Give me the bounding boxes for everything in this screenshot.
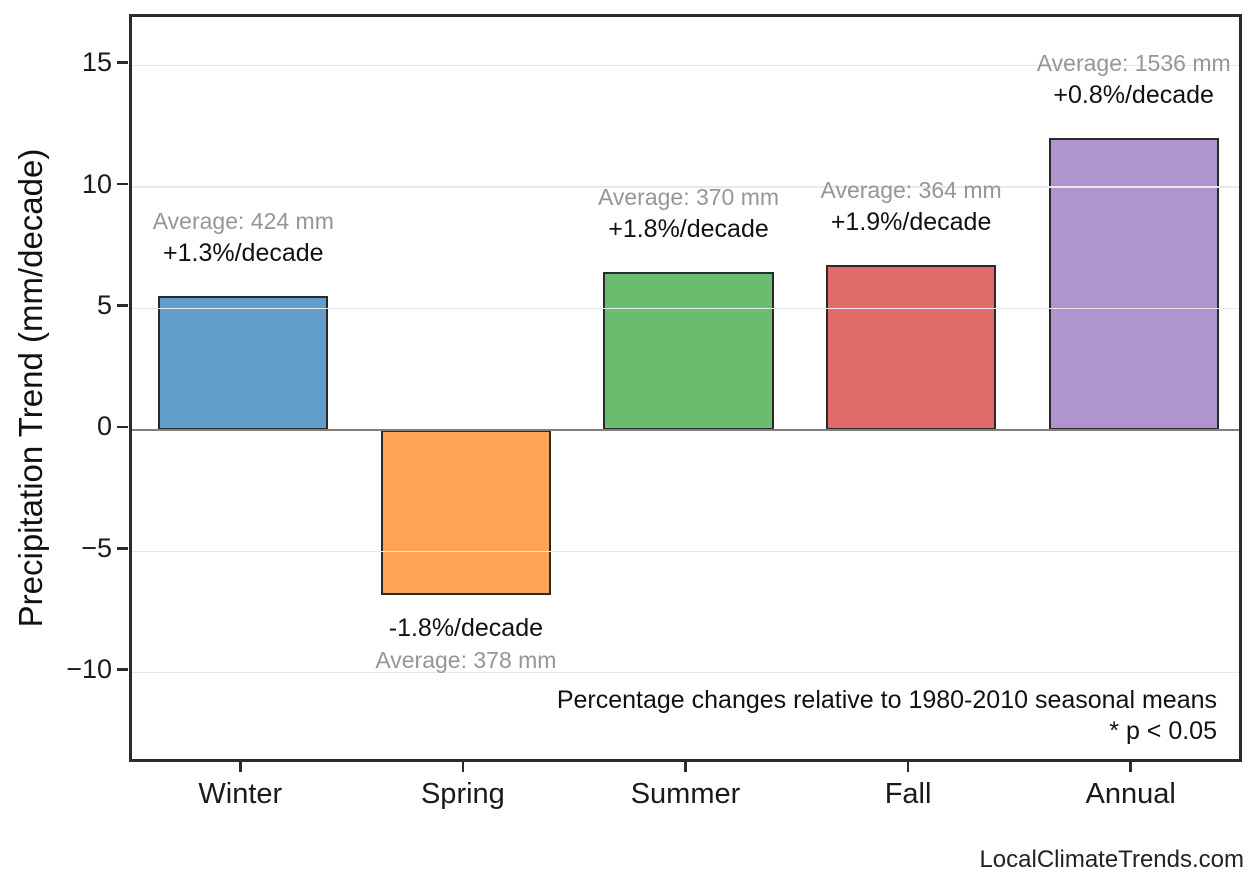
y-tick-label: 10 bbox=[81, 168, 112, 199]
x-tick-label-spring: Spring bbox=[420, 778, 505, 810]
average-label: Average: 1536 mm bbox=[1036, 50, 1231, 77]
x-tick-mark bbox=[906, 762, 910, 772]
y-tick-label: −10 bbox=[66, 654, 112, 685]
x-tick-label-summer: Summer bbox=[630, 778, 741, 810]
bar-spring[interactable] bbox=[380, 429, 551, 595]
y-tick-mark bbox=[117, 425, 128, 429]
x-tick-mark bbox=[461, 762, 465, 772]
note-line-2: * p < 0.05 bbox=[1109, 717, 1217, 745]
annotation-summer: Average: 370 mm +1.8%/decade bbox=[509, 182, 869, 246]
gridline bbox=[132, 186, 1239, 188]
trend-label: +1.3%/decade bbox=[163, 239, 324, 268]
watermark: LocalClimateTrends.com bbox=[979, 846, 1244, 873]
x-tick-mark bbox=[1129, 762, 1132, 772]
x-tick-label-annual: Annual bbox=[1085, 778, 1176, 810]
zero-line bbox=[132, 428, 1239, 432]
annotation-spring: -1.8%/decade Average: 378 mm bbox=[286, 611, 646, 675]
gridline bbox=[132, 671, 1239, 674]
y-tick-mark bbox=[117, 61, 128, 64]
annotation-winter: Average: 424 mm +1.3%/decade bbox=[63, 206, 423, 270]
y-tick-mark bbox=[117, 304, 128, 307]
gridline bbox=[132, 307, 1239, 310]
y-tick-mark bbox=[117, 547, 128, 550]
plot-area: Average: 424 mm +1.3%/decade -1.8%/decade A… bbox=[129, 14, 1242, 762]
average-label: Average: 364 mm bbox=[820, 176, 1002, 203]
x-tick-label-winter: Winter bbox=[198, 778, 283, 810]
y-tick-label: −5 bbox=[81, 532, 112, 563]
y-tick-mark bbox=[117, 668, 128, 671]
trend-label: -1.8%/decade bbox=[388, 614, 544, 642]
y-tick-label: 15 bbox=[81, 47, 112, 78]
trend-label: +1.8%/decade bbox=[608, 215, 769, 243]
bar-winter[interactable] bbox=[158, 296, 329, 430]
annotation-fall: Average: 364 mm +1.9%/decade bbox=[731, 175, 1091, 239]
trend-label: +0.8%/decade bbox=[1053, 81, 1214, 110]
y-tick-label: 0 bbox=[96, 411, 112, 442]
note-line-1: Percentage changes relative to 1980-2010… bbox=[556, 686, 1217, 714]
average-label: Average: 370 mm bbox=[597, 184, 780, 210]
x-tick-label-fall: Fall bbox=[884, 778, 932, 810]
y-tick-mark bbox=[117, 182, 128, 186]
trend-label: +1.9%/decade bbox=[830, 207, 992, 236]
bar-summer[interactable] bbox=[603, 272, 774, 430]
annotation-annual: Average: 1536 mm +0.8%/decade bbox=[954, 48, 1258, 112]
y-tick-label: 5 bbox=[96, 289, 112, 320]
average-label: Average: 424 mm bbox=[152, 208, 334, 235]
x-tick-mark bbox=[239, 762, 242, 772]
x-tick-mark bbox=[684, 762, 687, 772]
gridline bbox=[132, 64, 1239, 67]
bar-fall[interactable] bbox=[826, 264, 997, 430]
plot-note: Percentage changes relative to 1980-2010… bbox=[557, 685, 1217, 747]
gridline bbox=[132, 550, 1239, 553]
average-label: Average: 378 mm bbox=[375, 647, 557, 673]
